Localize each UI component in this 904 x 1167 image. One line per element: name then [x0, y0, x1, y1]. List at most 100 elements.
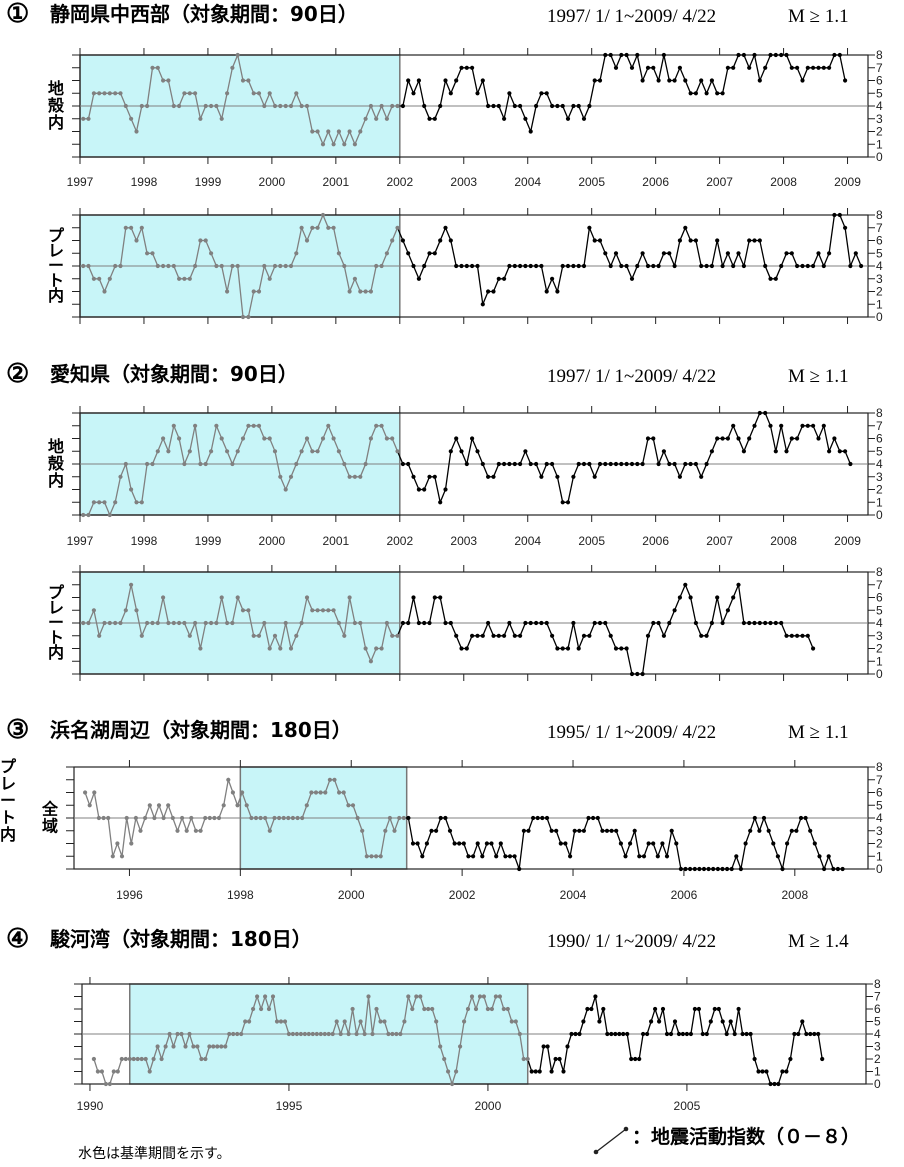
data-point	[310, 225, 315, 230]
data-point	[635, 461, 640, 467]
data-point	[477, 994, 483, 999]
data-point	[129, 487, 134, 492]
data-point	[96, 815, 101, 821]
data-point	[526, 828, 531, 833]
data-point	[166, 803, 171, 808]
data-point	[773, 620, 778, 626]
x-tick-label: 2008	[781, 888, 808, 902]
data-point	[318, 1031, 323, 1037]
data-point	[390, 1031, 395, 1037]
data-point	[683, 461, 688, 467]
series-line-baseline	[84, 777, 404, 857]
data-point	[402, 1019, 407, 1024]
data-point	[422, 620, 427, 626]
y-tick-label: 5	[874, 1015, 881, 1029]
data-point	[843, 449, 848, 454]
data-point	[768, 276, 773, 281]
data-point	[166, 263, 171, 269]
data-point	[768, 620, 773, 626]
data-point	[256, 289, 262, 294]
data-point	[156, 803, 162, 808]
data-point	[427, 251, 432, 256]
data-point	[761, 815, 767, 821]
data-point	[177, 620, 182, 626]
data-point	[604, 828, 610, 833]
data-point	[395, 225, 400, 230]
data-point	[576, 461, 581, 467]
data-point	[111, 1069, 116, 1074]
data-point	[203, 238, 208, 243]
data-point	[744, 1031, 749, 1037]
data-point	[177, 103, 182, 109]
data-point	[320, 436, 326, 441]
data-point	[416, 620, 421, 626]
x-tick-label: 2005	[578, 534, 605, 548]
data-point	[315, 225, 320, 230]
data-point	[352, 620, 357, 626]
data-point	[214, 103, 219, 109]
data-point	[432, 474, 437, 479]
data-point	[555, 289, 560, 294]
y-tick-label: 8	[876, 48, 883, 62]
data-point	[635, 671, 640, 677]
data-point	[390, 103, 395, 109]
data-point	[304, 803, 309, 808]
data-point	[496, 461, 501, 467]
data-point	[256, 91, 262, 96]
data-point	[748, 1031, 753, 1037]
data-point	[619, 52, 624, 58]
data-point	[235, 263, 240, 269]
data-point	[86, 620, 91, 626]
x-tick-label: 1998	[131, 175, 158, 189]
y-tick-label: 5	[876, 86, 883, 100]
data-point	[534, 103, 539, 109]
data-point	[221, 803, 226, 808]
data-point	[223, 1044, 228, 1049]
data-point	[422, 487, 427, 492]
data-point	[789, 251, 794, 256]
data-point	[410, 841, 416, 846]
data-point	[553, 1056, 558, 1062]
data-point	[410, 1006, 415, 1012]
data-point	[576, 263, 581, 269]
data-point	[429, 828, 434, 833]
data-point	[805, 65, 810, 70]
data-point	[448, 91, 453, 96]
data-point	[581, 828, 587, 833]
data-point	[161, 78, 166, 83]
x-tick-label: 2000	[338, 888, 365, 902]
data-point	[832, 436, 837, 441]
data-point	[619, 461, 624, 467]
data-point	[400, 461, 405, 467]
data-point	[800, 78, 805, 83]
data-point	[484, 841, 489, 846]
data-point	[715, 91, 720, 96]
data-point	[107, 276, 112, 281]
data-point	[278, 474, 283, 479]
data-point	[310, 129, 315, 134]
data-point	[577, 1031, 582, 1037]
date-range: 1995/ 1/ 1~2009/ 4/22	[547, 722, 716, 743]
data-point	[427, 116, 432, 121]
data-point	[715, 595, 720, 600]
data-point	[110, 854, 115, 859]
data-point	[699, 263, 704, 269]
data-point	[555, 646, 560, 651]
data-point	[667, 620, 672, 626]
data-point	[462, 1019, 467, 1024]
data-point	[187, 449, 192, 454]
data-point	[523, 263, 528, 269]
data-point	[102, 91, 107, 96]
data-point	[624, 263, 629, 269]
data-point	[103, 1081, 108, 1087]
panel-label: プレート内	[48, 226, 65, 305]
data-point	[509, 1019, 514, 1024]
series-line	[396, 582, 814, 675]
data-point	[597, 620, 603, 626]
data-point	[475, 91, 480, 96]
data-point	[155, 263, 160, 269]
data-point	[459, 449, 464, 454]
data-point	[426, 1006, 431, 1012]
data-point	[298, 1031, 303, 1037]
data-point	[464, 646, 469, 651]
